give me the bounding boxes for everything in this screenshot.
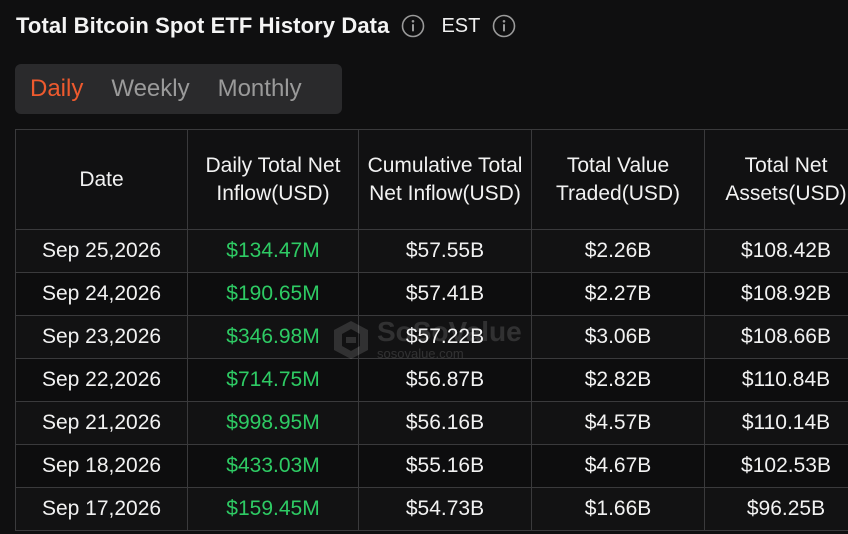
value-traded-cell: $2.26B — [531, 229, 705, 273]
table-row[interactable]: Sep 22,2026 $714.75M $56.87B $2.82B $110.84B — [15, 358, 848, 402]
daily-inflow-cell: $346.98M — [187, 315, 359, 359]
daily-inflow-cell: $159.45M — [187, 487, 359, 531]
value-traded-cell: $1.66B — [531, 487, 705, 531]
date-cell: Sep 25,2026 — [15, 229, 188, 273]
table-body: Sep 25,2026 $134.47M $57.55B $2.26B $108.42B… — [15, 229, 848, 531]
cumulative-inflow-cell: $55.16B — [358, 444, 532, 488]
date-cell: Sep 17,2026 — [15, 487, 188, 531]
cumulative-inflow-cell: $57.41B — [358, 272, 532, 316]
date-cell: Sep 22,2026 — [15, 358, 188, 402]
cumulative-inflow-cell: $54.73B — [358, 487, 532, 531]
etf-history-table: Date Daily Total Net Inflow(USD) Cumulat… — [15, 129, 848, 531]
daily-inflow-cell: $190.65M — [187, 272, 359, 316]
value-traded-cell: $3.06B — [531, 315, 705, 359]
net-assets-cell: $110.84B — [704, 358, 848, 402]
column-header-daily-inflow[interactable]: Daily Total Net Inflow(USD) — [187, 129, 359, 230]
timezone-info-icon[interactable] — [492, 14, 516, 38]
net-assets-cell: $102.53B — [704, 444, 848, 488]
value-traded-cell: $4.57B — [531, 401, 705, 445]
net-assets-cell: $96.25B — [704, 487, 848, 531]
title-info-icon[interactable] — [401, 14, 425, 38]
column-header-date[interactable]: Date — [15, 129, 188, 230]
column-header-value-traded[interactable]: Total Value Traded(USD) — [531, 129, 705, 230]
date-cell: Sep 18,2026 — [15, 444, 188, 488]
tab-weekly[interactable]: Weekly — [111, 75, 190, 102]
table-row[interactable]: Sep 24,2026 $190.65M $57.41B $2.27B $108.92B — [15, 272, 848, 316]
table-row[interactable]: Sep 23,2026 $346.98M $57.22B $3.06B $108.66B — [15, 315, 848, 359]
value-traded-cell: $2.27B — [531, 272, 705, 316]
timezone-label: EST — [441, 14, 481, 37]
cumulative-inflow-cell: $57.55B — [358, 229, 532, 273]
column-header-cumulative-inflow[interactable]: Cumulative Total Net Inflow(USD) — [358, 129, 532, 230]
column-header-net-assets[interactable]: Total Net Assets(USD) — [704, 129, 848, 230]
period-tabs: Daily Weekly Monthly — [15, 64, 342, 114]
page-title: Total Bitcoin Spot ETF History Data — [16, 13, 390, 38]
daily-inflow-cell: $134.47M — [187, 229, 359, 273]
net-assets-cell: $108.42B — [704, 229, 848, 273]
daily-inflow-cell: $433.03M — [187, 444, 359, 488]
table-row[interactable]: Sep 18,2026 $433.03M $55.16B $4.67B $102.53B — [15, 444, 848, 488]
table-header-row: Date Daily Total Net Inflow(USD) Cumulat… — [15, 129, 848, 230]
tab-daily[interactable]: Daily — [30, 75, 84, 102]
cumulative-inflow-cell: $57.22B — [358, 315, 532, 359]
page-header: Total Bitcoin Spot ETF History Data EST — [16, 10, 516, 42]
cumulative-inflow-cell: $56.16B — [358, 401, 532, 445]
date-cell: Sep 24,2026 — [15, 272, 188, 316]
value-traded-cell: $2.82B — [531, 358, 705, 402]
table-row[interactable]: Sep 21,2026 $998.95M $56.16B $4.57B $110.14B — [15, 401, 848, 445]
date-cell: Sep 21,2026 — [15, 401, 188, 445]
daily-inflow-cell: $714.75M — [187, 358, 359, 402]
daily-inflow-cell: $998.95M — [187, 401, 359, 445]
cumulative-inflow-cell: $56.87B — [358, 358, 532, 402]
tab-monthly[interactable]: Monthly — [217, 75, 302, 102]
net-assets-cell: $108.66B — [704, 315, 848, 359]
value-traded-cell: $4.67B — [531, 444, 705, 488]
table-row[interactable]: Sep 17,2026 $159.45M $54.73B $1.66B $96.25B — [15, 487, 848, 531]
net-assets-cell: $110.14B — [704, 401, 848, 445]
net-assets-cell: $108.92B — [704, 272, 848, 316]
date-cell: Sep 23,2026 — [15, 315, 188, 359]
table-row[interactable]: Sep 25,2026 $134.47M $57.55B $2.26B $108.42B — [15, 229, 848, 273]
